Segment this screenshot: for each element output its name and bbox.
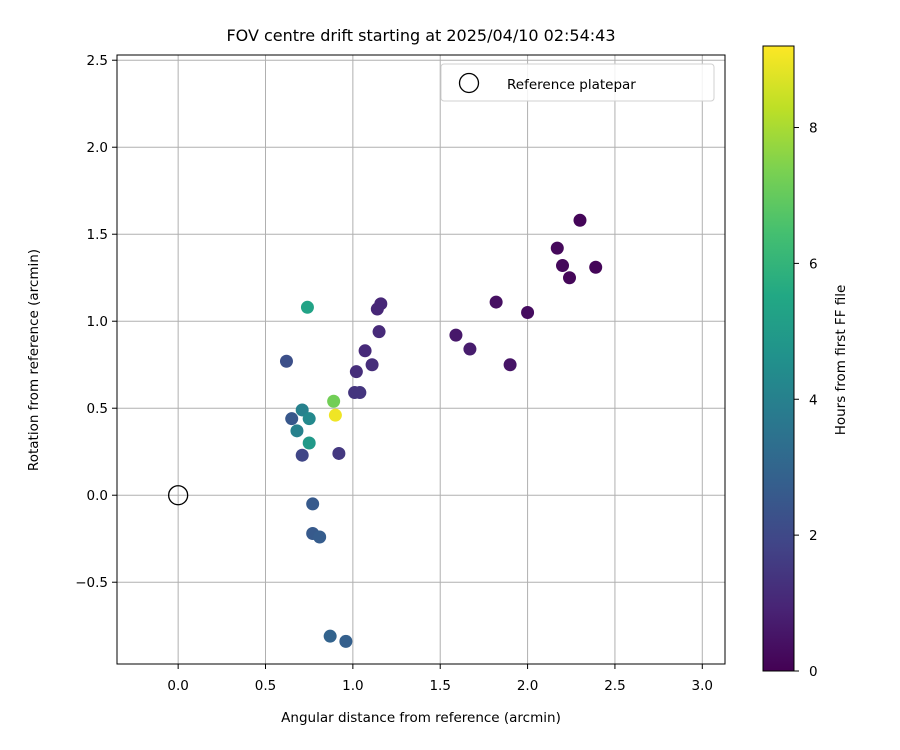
data-point bbox=[323, 629, 337, 643]
data-point bbox=[295, 448, 309, 462]
y-tick-label: −0.5 bbox=[75, 575, 108, 591]
colorbar: 0 2 4 6 8 Hours from first FF file bbox=[762, 45, 849, 680]
data-point bbox=[279, 354, 293, 368]
data-point bbox=[370, 302, 384, 316]
y-axis-label: Rotation from reference (arcmin) bbox=[26, 249, 42, 471]
data-point bbox=[332, 446, 346, 460]
y-tick-label: 0.0 bbox=[87, 488, 108, 504]
reference-marker-group bbox=[167, 485, 189, 506]
data-point bbox=[300, 300, 314, 314]
data-point bbox=[489, 295, 503, 309]
data-point bbox=[503, 358, 517, 372]
data-point bbox=[563, 271, 577, 285]
data-point bbox=[573, 213, 587, 227]
data-point bbox=[302, 436, 316, 450]
legend-label: Reference platepar bbox=[507, 77, 636, 93]
data-point bbox=[365, 358, 379, 372]
data-point bbox=[449, 328, 463, 342]
colorbar-tick-label: 8 bbox=[809, 121, 818, 137]
data-point bbox=[290, 424, 304, 438]
data-point bbox=[463, 342, 477, 356]
legend-box bbox=[440, 63, 715, 102]
data-point bbox=[358, 344, 372, 358]
y-axis-ticks: −0.5 0.0 0.5 1.0 1.5 2.0 2.5 bbox=[75, 53, 117, 591]
x-tick-label: 1.0 bbox=[342, 678, 363, 694]
reference-platepar-marker bbox=[167, 485, 189, 506]
data-point bbox=[327, 394, 341, 408]
data-point bbox=[302, 412, 316, 426]
data-point bbox=[306, 497, 320, 511]
legend: Reference platepar bbox=[440, 63, 715, 102]
colorbar-tick-label: 4 bbox=[809, 392, 818, 408]
colorbar-tick-label: 6 bbox=[809, 256, 818, 272]
colorbar-tick-label: 2 bbox=[809, 528, 818, 544]
data-point bbox=[313, 530, 327, 544]
y-tick-label: 1.0 bbox=[87, 314, 108, 330]
data-point bbox=[285, 412, 299, 426]
data-point bbox=[339, 634, 353, 648]
y-tick-label: 1.5 bbox=[87, 227, 108, 243]
y-tick-label: 2.0 bbox=[87, 140, 108, 156]
legend-marker-icon bbox=[458, 72, 480, 94]
x-axis-label: Angular distance from reference (arcmin) bbox=[281, 710, 561, 726]
colorbar-gradient bbox=[762, 45, 795, 672]
y-tick-label: 2.5 bbox=[87, 53, 108, 69]
x-tick-label: 1.5 bbox=[429, 678, 450, 694]
y-tick-label: 0.5 bbox=[87, 401, 108, 417]
data-point bbox=[349, 365, 363, 379]
data-point bbox=[556, 259, 570, 273]
grid-lines bbox=[117, 55, 725, 664]
x-tick-label: 3.0 bbox=[692, 678, 713, 694]
x-tick-label: 2.5 bbox=[604, 678, 625, 694]
x-tick-label: 0.0 bbox=[167, 678, 188, 694]
colorbar-ticks: 0 2 4 6 8 bbox=[794, 121, 818, 680]
plot-frame bbox=[116, 54, 726, 665]
colorbar-label: Hours from first FF file bbox=[833, 285, 849, 436]
chart-title: FOV centre drift starting at 2025/04/10 … bbox=[226, 26, 615, 45]
data-points bbox=[279, 213, 603, 648]
data-point bbox=[372, 325, 386, 339]
data-point bbox=[353, 386, 367, 400]
data-point bbox=[589, 260, 603, 274]
x-tick-label: 2.0 bbox=[517, 678, 538, 694]
data-point bbox=[521, 306, 535, 320]
x-axis-ticks: 0.0 0.5 1.0 1.5 2.0 2.5 3.0 bbox=[167, 664, 713, 694]
data-point bbox=[295, 403, 309, 417]
x-tick-label: 0.5 bbox=[255, 678, 276, 694]
data-point bbox=[550, 241, 564, 255]
colorbar-tick-label: 0 bbox=[809, 664, 818, 680]
data-point bbox=[328, 408, 342, 422]
